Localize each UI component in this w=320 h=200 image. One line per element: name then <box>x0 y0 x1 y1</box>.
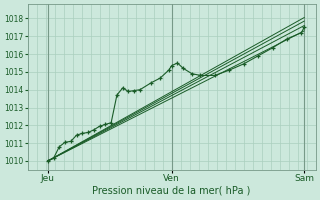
X-axis label: Pression niveau de la mer( hPa ): Pression niveau de la mer( hPa ) <box>92 186 251 196</box>
